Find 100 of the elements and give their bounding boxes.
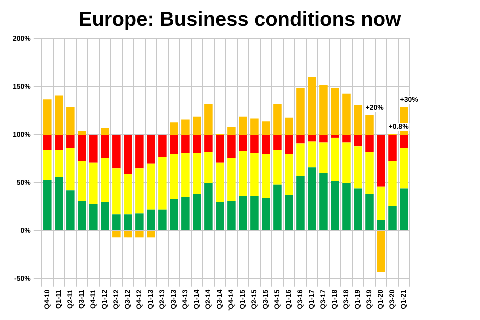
- bar: [285, 154, 294, 196]
- bar: [124, 214, 132, 230]
- bar: [342, 94, 351, 136]
- bar: [170, 154, 178, 200]
- bar: [193, 116, 202, 136]
- bar: [239, 151, 248, 196]
- bar: [262, 198, 270, 230]
- bar: [66, 148, 75, 191]
- bar: [158, 135, 167, 158]
- bar: [216, 135, 224, 163]
- chart-title: Europe: Business conditions now: [78, 8, 402, 32]
- bar: [228, 158, 236, 202]
- bar: [250, 196, 259, 230]
- bar: [377, 231, 386, 272]
- bar: [308, 168, 316, 230]
- bar: [239, 196, 248, 230]
- bar: [274, 184, 282, 230]
- bar: [250, 153, 259, 196]
- bar: [112, 214, 121, 230]
- bar: [101, 128, 110, 136]
- bar: [400, 148, 408, 189]
- bar: [400, 188, 408, 230]
- bar: [354, 135, 362, 147]
- bar: [239, 135, 248, 152]
- bar: [228, 135, 236, 158]
- bar: [296, 88, 305, 136]
- bar: [342, 142, 351, 184]
- bar: [228, 201, 236, 230]
- bar: [101, 202, 110, 230]
- bar: [296, 135, 305, 144]
- bar: [78, 131, 86, 136]
- bar: [55, 135, 64, 150]
- bar: [274, 104, 282, 136]
- bar: [296, 144, 305, 176]
- bar: [285, 135, 294, 154]
- bar: [377, 135, 386, 187]
- bar: [400, 135, 408, 148]
- bar: [78, 135, 86, 161]
- bar: [158, 157, 167, 210]
- bar: [170, 135, 178, 154]
- bar: [366, 114, 374, 136]
- bar: [182, 197, 190, 230]
- bar: [124, 135, 132, 174]
- bar: [308, 78, 316, 136]
- bar: [204, 104, 213, 136]
- bar: [193, 194, 202, 230]
- bar: [366, 152, 374, 195]
- bar: [193, 153, 202, 195]
- bar: [342, 183, 351, 230]
- bar: [239, 116, 248, 136]
- bar: [388, 135, 397, 161]
- bar: [55, 177, 64, 230]
- bar: [44, 180, 52, 230]
- bar: [366, 194, 374, 230]
- bar: [262, 154, 270, 198]
- bar: [66, 135, 75, 148]
- bar: [147, 135, 156, 164]
- bar: [124, 174, 132, 215]
- bar: [158, 210, 167, 230]
- bar: [320, 85, 328, 136]
- bar: [262, 122, 270, 136]
- bar: [388, 160, 397, 206]
- bar: [285, 118, 294, 136]
- bar: [320, 142, 328, 174]
- bar: [354, 188, 362, 230]
- bar: [112, 168, 121, 215]
- bar: [204, 183, 213, 230]
- bar: [285, 195, 294, 230]
- bar: [262, 135, 270, 154]
- bar: [147, 210, 156, 230]
- bar: [136, 231, 144, 238]
- bar: [55, 150, 64, 178]
- bar: [136, 168, 144, 214]
- bar: [228, 127, 236, 136]
- bar: [90, 204, 98, 230]
- bar: [216, 162, 224, 202]
- bar: [112, 135, 121, 169]
- bar: [66, 190, 75, 230]
- bar: [331, 181, 340, 230]
- bar: [377, 186, 386, 220]
- bar: [250, 118, 259, 136]
- bar: [78, 160, 86, 202]
- bar: [354, 146, 362, 189]
- bar: [55, 96, 64, 136]
- bar: [204, 135, 213, 152]
- bar: [90, 162, 98, 204]
- bar: [147, 231, 156, 238]
- bar: [331, 138, 340, 182]
- bar: [136, 135, 144, 169]
- bar: [170, 199, 178, 230]
- bar: [182, 135, 190, 154]
- bar: [274, 135, 282, 150]
- bar: [44, 135, 52, 150]
- bar: [101, 158, 110, 202]
- bar: [274, 150, 282, 185]
- bar: [170, 122, 178, 136]
- bar: [331, 88, 340, 136]
- bar: [136, 214, 144, 230]
- bar: [354, 105, 362, 136]
- bar: [216, 202, 224, 230]
